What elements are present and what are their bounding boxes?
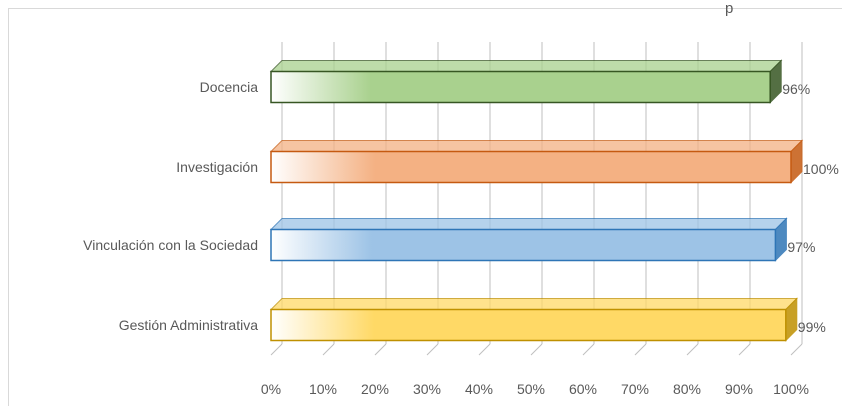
gridline-floor [530, 343, 543, 356]
x-tick-label: 100% [773, 381, 809, 397]
x-tick-labels: 0% 10% 20% 30% 40% 50% 60% 70% 80% 90% 100% [261, 381, 809, 397]
bar-top-face [269, 298, 799, 310]
x-tick-label: 60% [569, 381, 597, 397]
bar [270, 308, 787, 342]
x-tick-label: 90% [725, 381, 753, 397]
bar-top-face [269, 140, 804, 152]
gridline-floor [790, 343, 803, 356]
value-label: 99% [798, 319, 826, 335]
bar [270, 228, 777, 262]
chart-title: p [725, 0, 734, 17]
x-tick-label: 80% [673, 381, 701, 397]
value-label: 96% [782, 81, 810, 97]
gridline-floor [738, 343, 751, 356]
category-label: Docencia [200, 79, 259, 95]
gridline-floor [374, 343, 387, 356]
gridline-floor [322, 343, 335, 356]
x-tick-label: 50% [517, 381, 545, 397]
x-tick-label: 0% [261, 381, 281, 397]
x-tick-label: 40% [465, 381, 493, 397]
bar-top-face [269, 218, 788, 230]
category-label: Gestión Administrativa [119, 317, 258, 333]
gridline-floor [270, 343, 283, 356]
gridline-floor [582, 343, 595, 356]
category-label: Vinculación con la Sociedad [83, 237, 258, 253]
gridline-floor [686, 343, 699, 356]
chart-frame: p [8, 0, 842, 406]
value-label: 97% [787, 239, 815, 255]
bars [269, 59, 804, 342]
gridline-floor [634, 343, 647, 356]
value-labels: 96% 100% 97% 99% [782, 81, 839, 335]
x-tick-label: 10% [309, 381, 337, 397]
x-tick-label: 30% [413, 381, 441, 397]
bar [270, 70, 771, 104]
category-label: Investigación [176, 159, 258, 175]
bar [270, 150, 792, 184]
gridline-floor [478, 343, 491, 356]
bar-top-face [269, 60, 783, 72]
category-labels: Docencia Investigación Vinculación con la … [83, 79, 258, 333]
x-tick-label: 70% [621, 381, 649, 397]
value-label: 100% [803, 161, 839, 177]
gridline-floor [426, 343, 439, 356]
x-tick-label: 20% [361, 381, 389, 397]
